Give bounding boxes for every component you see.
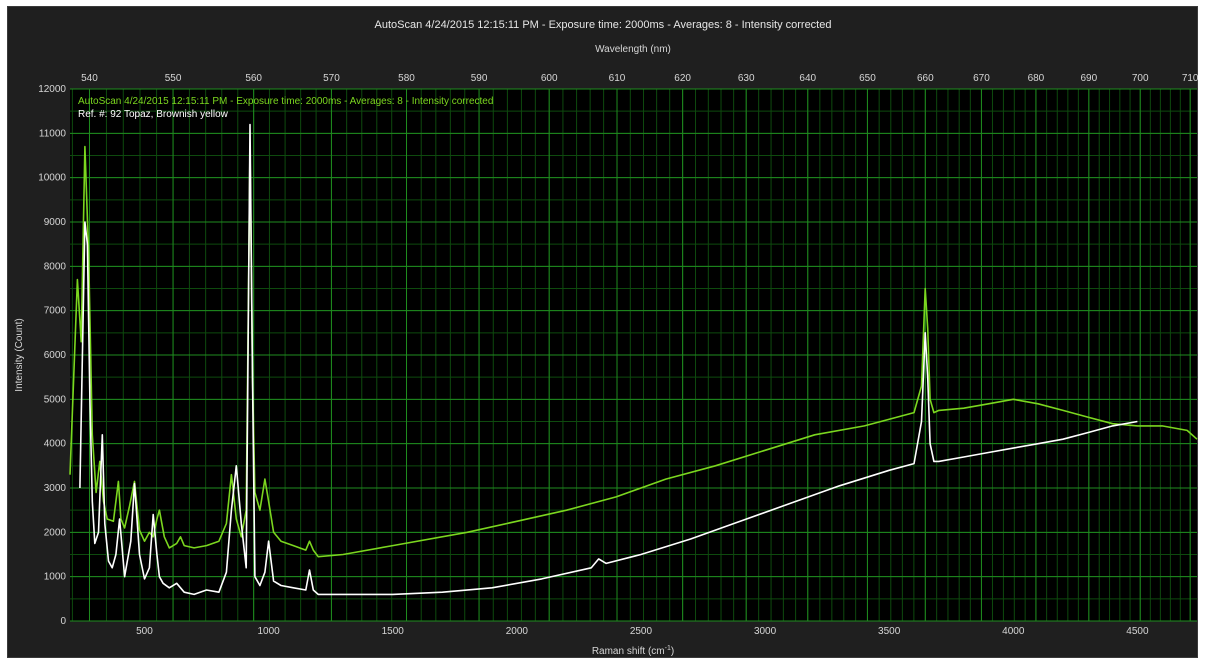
wavelength-tick-label: 640 (799, 73, 816, 84)
wavelength-tick-label: 570 (323, 73, 340, 84)
x-axis-title-sup: -1 (665, 645, 671, 652)
x-axis-title-main: Raman shift (cm (592, 646, 665, 657)
y-tick-label: 0 (60, 616, 66, 627)
x-axis-title-end: ) (671, 646, 674, 657)
wavelength-tick-label: 630 (738, 73, 755, 84)
wavelength-tick-label: 580 (398, 73, 415, 84)
wavelength-tick-label: 550 (165, 73, 182, 84)
y-tick-label: 12000 (38, 84, 66, 95)
x-tick-label: 1500 (382, 626, 405, 637)
legend-entry-reference: Ref. #: 92 Topaz, Brownish yellow (78, 109, 229, 120)
y-tick-label: 4000 (44, 439, 67, 450)
grid-layer (70, 88, 1197, 622)
y-tick-label: 8000 (44, 261, 67, 272)
y-axis-title: Intensity (Count) (14, 318, 25, 391)
x-tick-label: 2500 (630, 626, 653, 637)
x-tick-label: 4500 (1126, 626, 1149, 637)
tick-layer: 0 1000 2000 3000 4000 5000 6000 7000 8000 9000 100… (38, 73, 1199, 637)
wavelength-tick-label: 610 (609, 73, 626, 84)
wavelength-tick-label: 650 (859, 73, 876, 84)
y-tick-label: 9000 (44, 217, 67, 228)
x-tick-label: 1000 (257, 626, 280, 637)
wavelength-tick-label: 670 (973, 73, 990, 84)
chart-window: 0 1000 2000 3000 4000 5000 6000 7000 8000 9000 100… (7, 6, 1199, 658)
y-tick-label: 2000 (44, 527, 67, 538)
wavelength-tick-label: 620 (674, 73, 691, 84)
wavelength-tick-label: 540 (81, 73, 98, 84)
legend-entry-sample: AutoScan 4/24/2015 12:15:11 PM - Exposur… (78, 96, 493, 107)
wavelength-tick-label: 600 (541, 73, 558, 84)
wavelength-tick-label: 700 (1132, 73, 1149, 84)
x-tick-label: 3500 (878, 626, 901, 637)
wavelength-tick-label: 660 (917, 73, 934, 84)
x2-axis-title: Wavelength (nm) (595, 44, 671, 55)
y-tick-label: 11000 (39, 128, 67, 139)
chart-title: AutoScan 4/24/2015 12:15:11 PM - Exposur… (375, 19, 832, 31)
y-tick-label: 7000 (44, 306, 67, 317)
wavelength-tick-label: 680 (1028, 73, 1045, 84)
x-tick-label: 4000 (1002, 626, 1025, 637)
x-tick-label: 500 (136, 626, 153, 637)
wavelength-tick-label: 690 (1080, 73, 1097, 84)
wavelength-tick-label: 560 (245, 73, 262, 84)
wavelength-tick-label: 590 (471, 73, 488, 84)
x-axis-title: Raman shift (cm-1) (592, 645, 674, 657)
x-tick-label: 2000 (506, 626, 529, 637)
spectrum-chart: 0 1000 2000 3000 4000 5000 6000 7000 8000 9000 100… (14, 19, 1199, 657)
series-line-sample (69, 145, 1198, 558)
x-tick-label: 3000 (754, 626, 777, 637)
y-tick-label: 3000 (44, 483, 67, 494)
y-tick-label: 1000 (44, 572, 67, 583)
y-tick-label: 6000 (44, 350, 67, 361)
wavelength-tick-label: 710 (1182, 73, 1199, 84)
y-tick-label: 5000 (44, 394, 67, 405)
y-tick-label: 10000 (38, 173, 66, 184)
series-layer (69, 123, 1198, 596)
series-line-reference (79, 123, 1138, 596)
